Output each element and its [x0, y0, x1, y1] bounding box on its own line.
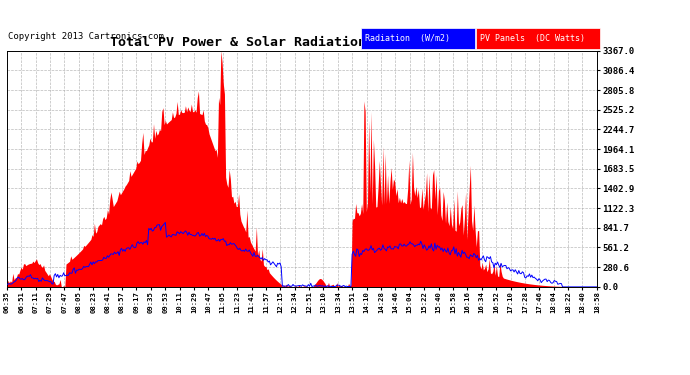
Text: Radiation  (W/m2): Radiation (W/m2) — [365, 34, 450, 43]
Text: PV Panels  (DC Watts): PV Panels (DC Watts) — [480, 34, 585, 43]
Title: Total PV Power & Solar Radiation Sat Sep 7 19:13: Total PV Power & Solar Radiation Sat Sep… — [110, 36, 494, 50]
Text: Copyright 2013 Cartronics.com: Copyright 2013 Cartronics.com — [8, 32, 164, 41]
